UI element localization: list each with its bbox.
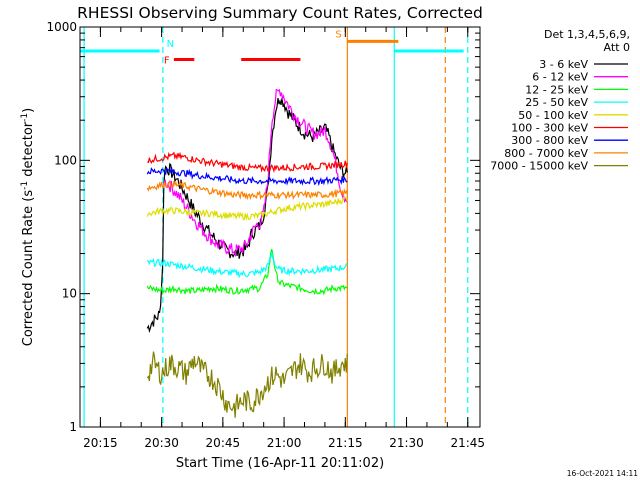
y-axis-label-part3: ) [21, 108, 36, 113]
x-tick-label: 21:15 [328, 436, 363, 450]
x-axis-label: Start Time (16-Apr-11 20:11:02) [176, 456, 384, 471]
legend-header-line2: Att 0 [604, 41, 630, 54]
footer-date: 16-Oct-2021 14:11 [567, 469, 638, 478]
chart-title: RHESSI Observing Summary Count Rates, Co… [77, 4, 483, 22]
legend-label: 50 - 100 keV [518, 109, 588, 122]
plot-frame [79, 26, 481, 428]
legend-label: 300 - 800 keV [511, 134, 588, 147]
x-tick-label: 20:15 [83, 436, 118, 450]
plot-area: F S N [80, 27, 469, 427]
legend-header-line1: Det 1,3,4,5,6,9, [544, 28, 630, 41]
legend-label: 800 - 7000 keV [504, 147, 588, 160]
y-tick-label: 1 [69, 420, 77, 434]
flag-label-n: N [167, 39, 174, 50]
flag-label-f: F [164, 56, 170, 67]
x-tick-label: 20:45 [206, 436, 241, 450]
y-axis-label-part1: Corrected Count Rate (s [21, 190, 36, 347]
x-tick-label: 21:45 [450, 436, 485, 450]
y-axis-label-sup1: -1 [20, 181, 30, 190]
y-axis-label-sup2: -1 [20, 113, 30, 122]
series-line-5 [147, 151, 348, 174]
series-line-3 [146, 252, 348, 279]
y-axis-label: Corrected Count Rate (s-1 detector-1) [20, 108, 36, 346]
legend-label: 7000 - 15000 keV [490, 160, 588, 173]
series-line-4 [146, 196, 348, 221]
legend-label: 3 - 6 keV [539, 58, 588, 71]
y-axis-label-part2: detector [21, 121, 36, 181]
y-tick-label: 10 [62, 287, 77, 301]
series-line-1 [163, 88, 348, 258]
x-tick-label: 21:30 [389, 436, 424, 450]
series-line-6 [146, 166, 348, 187]
y-tick-label: 100 [54, 153, 77, 167]
series-line-2 [146, 248, 348, 296]
x-tick-label: 20:30 [144, 436, 179, 450]
y-tick-label: 1000 [46, 20, 77, 34]
legend-label: 12 - 25 keV [525, 83, 588, 96]
legend-label: 25 - 50 keV [525, 96, 588, 109]
axis-ticks: 1 10 100 1000 20:15 20:30 20:45 21:00 21:15 21:30… [46, 20, 485, 450]
legend-label: 100 - 300 keV [511, 122, 588, 135]
series-line-7 [146, 179, 348, 201]
legend-label: 6 - 12 keV [532, 71, 588, 84]
series-line-8 [146, 351, 348, 418]
x-tick-label: 21:00 [267, 436, 302, 450]
flag-label-s: S [335, 29, 341, 40]
